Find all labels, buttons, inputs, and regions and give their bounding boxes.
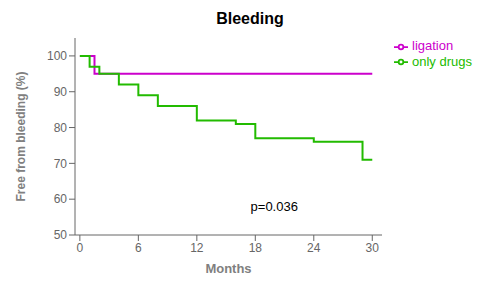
svg-text:p=0.036: p=0.036 (251, 199, 298, 214)
svg-text:90: 90 (54, 85, 68, 99)
svg-text:70: 70 (54, 157, 68, 171)
svg-text:Free from bleeding (%): Free from bleeding (%) (14, 71, 28, 201)
svg-text:0: 0 (77, 241, 84, 255)
svg-text:50: 50 (54, 228, 68, 242)
html-text:only drugs: only drugs (412, 53, 472, 69)
html-text:Bleeding: Bleeding (216, 10, 284, 27)
svg-text:Months: Months (205, 261, 251, 276)
svg-text:100: 100 (47, 49, 67, 63)
svg-text:80: 80 (54, 121, 68, 135)
svg-text:60: 60 (54, 192, 68, 206)
svg-text:18: 18 (249, 241, 263, 255)
svg-text:6: 6 (135, 241, 142, 255)
svg-text:24: 24 (307, 241, 321, 255)
svg-text:12: 12 (190, 241, 204, 255)
svg-text:30: 30 (366, 241, 380, 255)
html-text:ligation: ligation (412, 38, 454, 53)
